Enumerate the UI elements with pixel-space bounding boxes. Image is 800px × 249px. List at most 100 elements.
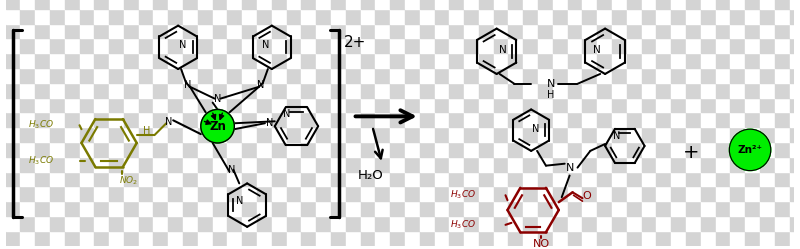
Bar xyxy=(434,0,450,9)
Bar xyxy=(361,186,375,201)
Bar xyxy=(553,24,568,38)
Bar xyxy=(361,157,375,172)
Bar xyxy=(213,24,227,38)
Bar xyxy=(760,98,774,112)
Bar xyxy=(464,186,479,201)
Bar xyxy=(198,0,213,9)
Bar xyxy=(79,231,94,246)
Bar xyxy=(450,172,464,186)
Bar xyxy=(450,112,464,127)
Bar xyxy=(568,112,582,127)
Bar xyxy=(730,142,745,157)
Bar xyxy=(79,172,94,186)
Bar xyxy=(213,68,227,83)
Bar xyxy=(420,216,434,231)
Bar xyxy=(745,186,760,201)
Bar xyxy=(286,201,302,216)
Bar xyxy=(420,68,434,83)
Bar xyxy=(6,216,20,231)
Text: H: H xyxy=(547,90,554,100)
Bar xyxy=(642,98,656,112)
Bar xyxy=(760,24,774,38)
Bar xyxy=(774,201,790,216)
Bar xyxy=(375,38,390,53)
Bar xyxy=(375,201,390,216)
Bar xyxy=(390,24,405,38)
Bar xyxy=(509,172,523,186)
Bar xyxy=(198,201,213,216)
Text: N: N xyxy=(214,94,222,104)
Bar xyxy=(568,24,582,38)
Bar xyxy=(553,186,568,201)
Bar xyxy=(79,0,94,9)
Bar xyxy=(627,38,642,53)
Bar xyxy=(671,9,686,24)
Bar xyxy=(730,157,745,172)
Bar xyxy=(730,231,745,246)
Bar xyxy=(183,216,198,231)
Bar xyxy=(434,112,450,127)
Bar xyxy=(6,38,20,53)
Bar xyxy=(242,157,257,172)
Bar xyxy=(627,186,642,201)
Bar xyxy=(701,9,715,24)
Text: $H_3CO$: $H_3CO$ xyxy=(28,119,54,131)
Bar xyxy=(568,0,582,9)
Bar xyxy=(94,68,109,83)
Bar xyxy=(790,38,800,53)
Bar xyxy=(642,53,656,68)
Bar xyxy=(257,9,272,24)
Text: N: N xyxy=(228,165,235,175)
Text: Zn: Zn xyxy=(209,120,226,133)
Bar xyxy=(553,201,568,216)
Bar xyxy=(227,172,242,186)
Bar xyxy=(390,0,405,9)
Bar xyxy=(183,53,198,68)
Bar xyxy=(686,0,701,9)
Bar xyxy=(227,216,242,231)
Bar xyxy=(316,24,331,38)
Bar xyxy=(50,201,65,216)
Bar xyxy=(50,142,65,157)
Bar xyxy=(568,98,582,112)
Bar xyxy=(494,142,509,157)
Bar xyxy=(316,172,331,186)
Bar xyxy=(450,186,464,201)
Bar xyxy=(598,186,612,201)
Bar xyxy=(774,98,790,112)
Bar xyxy=(671,68,686,83)
Bar xyxy=(227,53,242,68)
Bar xyxy=(568,53,582,68)
Bar xyxy=(790,157,800,172)
Bar xyxy=(154,186,168,201)
Bar xyxy=(745,9,760,24)
Bar xyxy=(272,53,286,68)
Bar xyxy=(538,38,553,53)
Bar xyxy=(227,201,242,216)
Bar xyxy=(671,142,686,157)
Bar xyxy=(701,201,715,216)
Bar xyxy=(20,201,35,216)
Bar xyxy=(450,83,464,98)
Bar xyxy=(612,142,627,157)
Bar xyxy=(257,68,272,83)
Bar xyxy=(434,24,450,38)
Bar xyxy=(124,38,138,53)
Bar xyxy=(730,9,745,24)
Bar xyxy=(154,231,168,246)
Bar xyxy=(213,142,227,157)
Text: Zn²⁺: Zn²⁺ xyxy=(738,145,762,155)
Bar xyxy=(316,157,331,172)
Bar xyxy=(745,201,760,216)
Bar xyxy=(568,172,582,186)
Bar xyxy=(494,98,509,112)
Bar xyxy=(464,157,479,172)
Bar xyxy=(774,38,790,53)
Bar xyxy=(35,127,50,142)
Bar xyxy=(405,38,420,53)
Bar xyxy=(450,201,464,216)
Bar xyxy=(79,157,94,172)
Bar xyxy=(286,24,302,38)
Bar xyxy=(242,186,257,201)
Bar xyxy=(656,216,671,231)
